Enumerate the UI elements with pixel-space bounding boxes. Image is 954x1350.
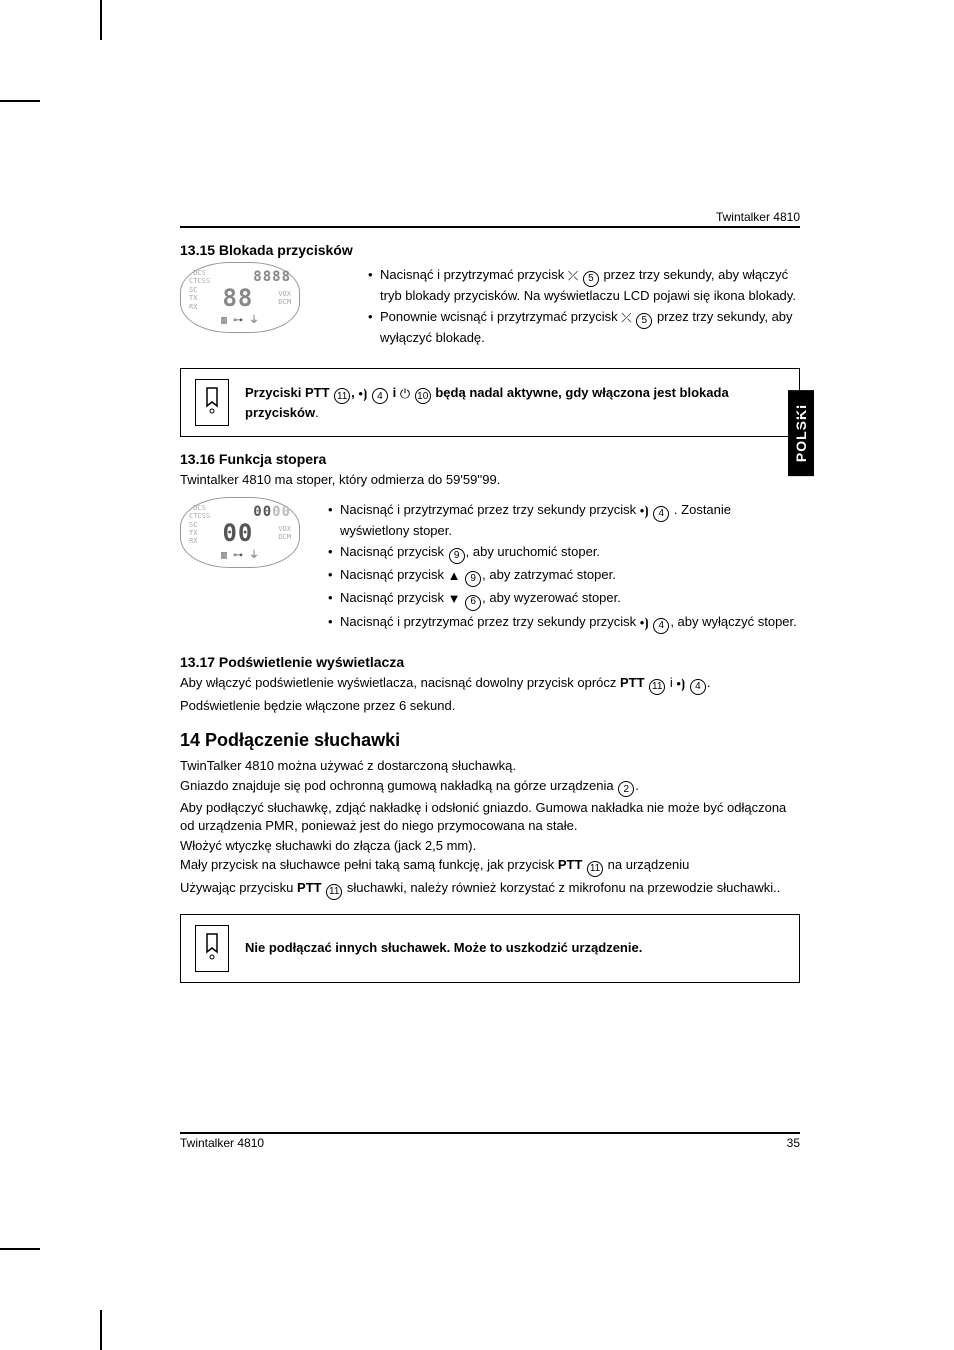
bullet-list: Nacisnąć i przytrzymać przycisk ⤫ 5 prze… bbox=[368, 266, 800, 350]
lcd-illustration: DCSCTCSS8888 SCTXRX88VOXDCM ▥ ⊶ ⏚ bbox=[180, 262, 300, 333]
text-bold: PTT bbox=[297, 880, 322, 895]
product-name: Twintalker 4810 bbox=[716, 210, 800, 224]
bullet-item: Nacisnąć przycisk 9, aby uruchomić stope… bbox=[328, 543, 800, 564]
paragraph: Twintalker 4810 ma stoper, który odmierz… bbox=[180, 471, 800, 489]
call-icon: •⦘ bbox=[358, 386, 367, 401]
ref-9: 9 bbox=[465, 571, 481, 587]
text: Mały przycisk na słuchawce pełni taką sa… bbox=[180, 857, 558, 872]
paragraph: Aby włączyć podświetlenie wyświetlacza, … bbox=[180, 674, 800, 695]
bullet-item: Nacisnąć przycisk ▼ 6, aby wyzerować sto… bbox=[328, 589, 800, 610]
bullet-list: Nacisnąć i przytrzymać przez trzy sekund… bbox=[328, 501, 800, 636]
ref-4: 4 bbox=[372, 388, 388, 404]
crop-mark bbox=[0, 100, 40, 102]
note-box: Nie podłączać innych słuchawek. Może to … bbox=[180, 914, 800, 983]
bullet-item: Nacisnąć i przytrzymać przycisk ⤫ 5 prze… bbox=[368, 266, 800, 306]
note-bold: Nie podłączać innych słuchawek. Może to … bbox=[245, 940, 642, 955]
crop-mark bbox=[0, 1248, 40, 1250]
paragraph: Podświetlenie będzie włączone przez 6 se… bbox=[180, 697, 800, 715]
note-text: Nie podłączać innych słuchawek. Może to … bbox=[245, 939, 642, 957]
note-text: Przyciski PTT 11, •⦘ 4 i ⏻ 10 będą nadal… bbox=[245, 384, 785, 422]
call-icon: •⦘ bbox=[640, 503, 649, 518]
page-content: Twintalker 4810 13.15 Blokada przycisków… bbox=[180, 210, 800, 997]
down-icon: ▼ bbox=[448, 591, 461, 606]
header: Twintalker 4810 bbox=[180, 210, 800, 228]
footer-product: Twintalker 4810 bbox=[180, 1136, 264, 1150]
footer: Twintalker 4810 35 bbox=[180, 1132, 800, 1150]
ref-5: 5 bbox=[583, 271, 599, 287]
ref-11: 11 bbox=[587, 861, 603, 877]
text: Używając przycisku bbox=[180, 880, 297, 895]
note-box: Przyciski PTT 11, •⦘ 4 i ⏻ 10 będą nadal… bbox=[180, 368, 800, 437]
crop-mark bbox=[100, 1310, 102, 1350]
ref-2: 2 bbox=[618, 781, 634, 797]
bullet-item: Nacisnąć i przytrzymać przez trzy sekund… bbox=[328, 501, 800, 541]
bullet-item: Nacisnąć i przytrzymać przez trzy sekund… bbox=[328, 613, 800, 634]
bullet-item: Ponownie wcisnąć i przytrzymać przycisk … bbox=[368, 308, 800, 348]
text: na urządzeniu bbox=[604, 857, 689, 872]
ref-6: 6 bbox=[465, 595, 481, 611]
section-heading: 13.16 Funkcja stopera bbox=[180, 451, 800, 467]
text: i bbox=[666, 675, 676, 690]
note-icon bbox=[195, 925, 229, 972]
section-heading: 13.15 Blokada przycisków bbox=[180, 242, 800, 258]
paragraph: Gniazdo znajduje się pod ochronną gumową… bbox=[180, 777, 800, 798]
ref-4: 4 bbox=[653, 506, 669, 522]
text: słuchawki, należy również korzystać z mi… bbox=[343, 880, 780, 895]
note-icon bbox=[195, 379, 229, 426]
text-bold: PTT bbox=[558, 857, 583, 872]
crop-mark bbox=[100, 0, 102, 40]
paragraph: Używając przycisku PTT 11 słuchawki, nal… bbox=[180, 879, 800, 900]
paragraph: Włożyć wtyczkę słuchawki do złącza (jack… bbox=[180, 837, 800, 855]
paragraph: TwinTalker 4810 można używać z dostarczo… bbox=[180, 757, 800, 775]
call-icon: •⦘ bbox=[676, 676, 685, 691]
ref-9: 9 bbox=[449, 548, 465, 564]
paragraph: Aby podłączyć słuchawkę, zdjąć nakładkę … bbox=[180, 799, 800, 834]
power-icon: ⏻ bbox=[400, 386, 410, 401]
text: Aby włączyć podświetlenie wyświetlacza, … bbox=[180, 675, 620, 690]
call-icon: •⦘ bbox=[640, 615, 649, 630]
lcd-illustration: DCSCTCSS0000 SCTXRX00VOXDCM ▥ ⊶ ⏚ bbox=[180, 497, 300, 568]
up-icon: ▲ bbox=[448, 568, 461, 583]
lock-icon: ⤫ bbox=[621, 310, 631, 325]
ref-4: 4 bbox=[653, 618, 669, 634]
page-number: 35 bbox=[787, 1136, 800, 1150]
ref-4: 4 bbox=[690, 679, 706, 695]
text: Gniazdo znajduje się pod ochronną gumową… bbox=[180, 778, 617, 793]
ref-11: 11 bbox=[334, 388, 350, 404]
lock-icon: ⤫ bbox=[568, 268, 578, 283]
bullet-item: Nacisnąć przycisk ▲ 9, aby zatrzymać sto… bbox=[328, 566, 800, 587]
chapter-heading: 14 Podłączenie słuchawki bbox=[180, 730, 800, 751]
ref-11: 11 bbox=[649, 679, 665, 695]
ref-11: 11 bbox=[326, 884, 342, 900]
text-bold: PTT bbox=[620, 675, 645, 690]
paragraph: Mały przycisk na słuchawce pełni taką sa… bbox=[180, 856, 800, 877]
section-heading: 13.17 Podświetlenie wyświetlacza bbox=[180, 654, 800, 670]
ref-5: 5 bbox=[636, 313, 652, 329]
ref-10: 10 bbox=[415, 388, 431, 404]
